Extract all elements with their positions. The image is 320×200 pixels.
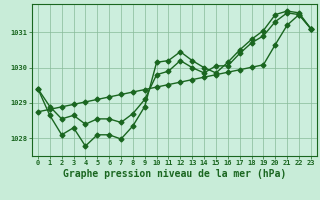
X-axis label: Graphe pression niveau de la mer (hPa): Graphe pression niveau de la mer (hPa)	[63, 169, 286, 179]
